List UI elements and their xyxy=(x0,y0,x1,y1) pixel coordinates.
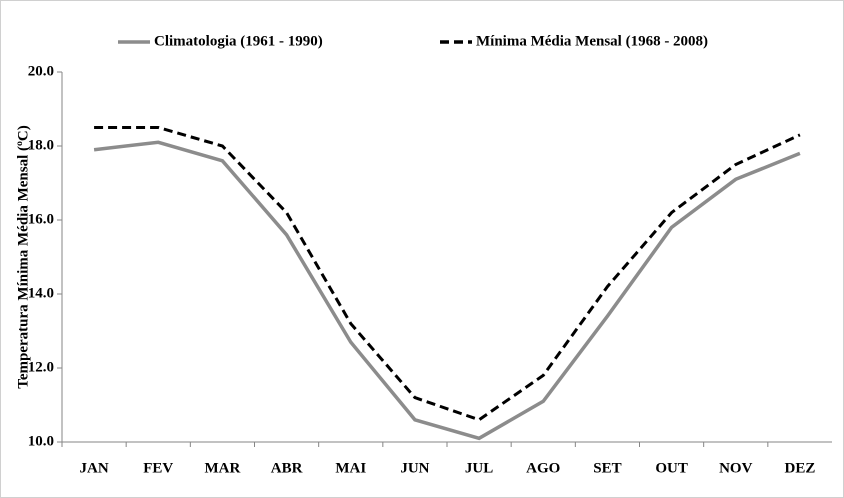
x-tick-label: JUL xyxy=(465,460,493,476)
x-tick-label: MAI xyxy=(335,460,366,476)
y-tick-label: 12.0 xyxy=(28,359,54,375)
series-line xyxy=(93,140,801,441)
y-tick-label: 20.0 xyxy=(28,63,54,79)
series-line xyxy=(94,126,801,422)
y-tick-label: 10.0 xyxy=(28,433,54,449)
x-tick-label: NOV xyxy=(719,460,753,476)
x-tick-label: DEZ xyxy=(784,460,815,476)
y-axis-label: Temperatura Mínima Média Mensal (ºC) xyxy=(15,125,31,389)
x-tick-label: ABR xyxy=(271,460,303,476)
y-tick-label: 14.0 xyxy=(28,285,54,301)
x-tick-label: FEV xyxy=(143,460,173,476)
x-tick-label: JAN xyxy=(79,460,108,476)
y-tick-label: 16.0 xyxy=(28,211,54,227)
legend-label: Climatologia (1961 - 1990) xyxy=(154,33,323,49)
x-tick-label: OUT xyxy=(655,460,688,476)
x-tick-label: JUN xyxy=(400,460,429,476)
y-tick-label: 18.0 xyxy=(28,137,54,153)
x-tick-label: MAR xyxy=(205,460,241,476)
x-tick-label: AGO xyxy=(526,460,560,476)
legend-label: Mínima Média Mensal (1968 - 2008) xyxy=(476,33,708,49)
x-tick-label: SET xyxy=(593,460,621,476)
